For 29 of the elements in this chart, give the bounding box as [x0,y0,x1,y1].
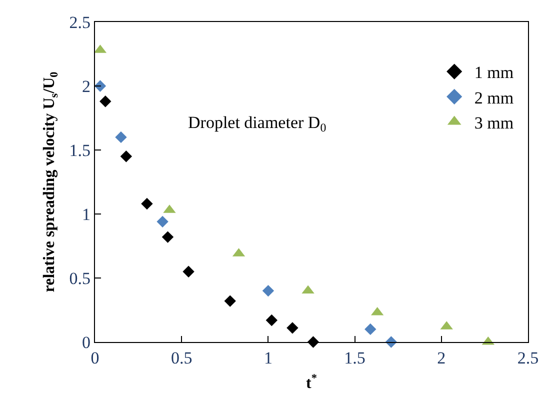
point [162,231,174,243]
annotation: Droplet diameter D$_{0}$ [188,113,326,135]
x-axis-title: t$^{*}$ [306,372,318,392]
point [115,131,127,144]
legend-label: 1 mm [474,63,514,82]
point [224,295,236,307]
point [364,323,376,336]
point [141,198,153,210]
x-tick-label: 0.5 [170,348,192,368]
point [286,322,298,334]
x-tick-label: 1.5 [344,348,366,368]
point [120,150,132,162]
point [156,216,168,228]
y-tick-label: 1.5 [69,140,90,160]
x-tick-label: 2.5 [517,348,539,368]
point [94,80,106,92]
y-tick-label: 2.5 [69,12,90,32]
y-tick-label: 0 [82,332,90,352]
y-tick-label: 0.5 [69,268,90,288]
point [266,314,278,326]
point [182,266,194,278]
point [100,96,112,108]
x-tick-label: 2 [437,348,446,368]
y-tick-label: 2 [82,76,90,96]
legend-label: 2 mm [474,88,514,108]
y-tick-label: 1 [82,204,90,224]
x-tick-label: 1 [264,348,272,368]
point [262,284,274,297]
legend-label: 3 mm [474,113,514,132]
